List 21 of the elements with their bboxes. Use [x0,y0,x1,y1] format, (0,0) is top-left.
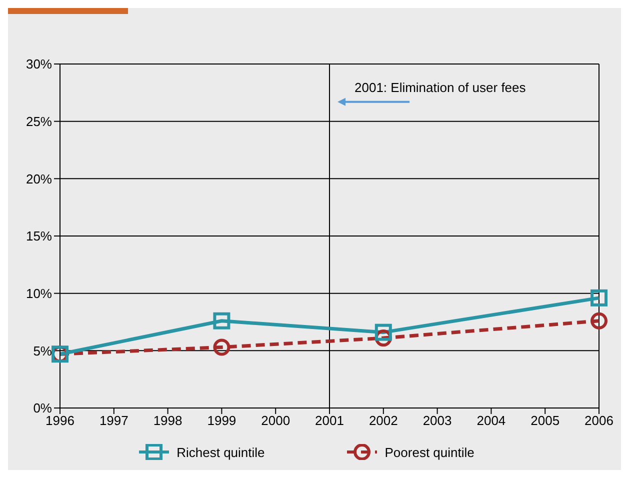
legend-label: Poorest quintile [384,444,474,460]
x-tick-label: 1999 [207,413,236,428]
x-tick-label: 2006 [584,413,614,428]
x-tick-label: 1996 [46,413,74,428]
x-tick-label: 2001 [315,413,344,428]
y-tick-label: 5% [33,343,52,358]
x-tick-label: 2005 [530,413,560,428]
annotation: 2001: Elimination of user fees [354,80,526,95]
y-tick-label: 20% [26,171,52,186]
x-tick-label: 1997 [99,413,128,428]
y-tick-label: 25% [26,114,52,129]
y-tick-label: 10% [26,286,52,301]
x-tick-label: 1998 [153,413,182,428]
y-tick-label: 30% [26,56,52,72]
y-tick-label: 15% [26,228,52,244]
x-tick-label: 2003 [422,413,452,428]
x-tick-label: 2004 [476,413,506,428]
legend-label: Richest quintile [176,444,265,460]
y-tick-label: 0% [33,400,52,416]
x-tick-label: 2002 [368,413,398,428]
x-tick-label: 2000 [261,413,290,428]
